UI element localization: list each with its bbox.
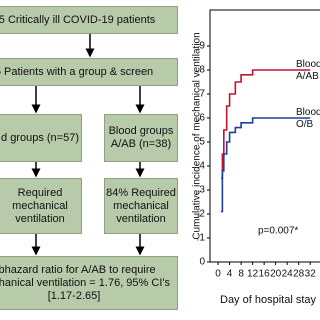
x-axis-label: Day of hospital stay: [220, 294, 316, 306]
plot-frame: [209, 9, 320, 263]
x-tick-label: 32: [305, 269, 317, 280]
y-tick-label: .5: [197, 137, 206, 148]
x-tick-label: 20: [270, 269, 282, 280]
legend-line: O/B: [296, 119, 314, 130]
y-tick-label: 0: [199, 257, 205, 268]
y-tick-label: .9: [197, 41, 206, 52]
x-tick-label: 12: [247, 269, 259, 280]
flow-box: Required mechanical ventilation: [0, 178, 82, 234]
y-tick-label: .6: [197, 113, 206, 124]
arrows: [31, 34, 145, 256]
y-tick-label: .1: [197, 233, 206, 244]
legend-label: Blood A/AB: [296, 59, 320, 82]
flow-box: 84% Required mechanical ventilation: [104, 178, 178, 234]
y-axis-label: Cumulative incidence of mechanical venti…: [192, 32, 203, 239]
step-line: [220, 117, 311, 213]
annotation: p=0.007*: [258, 226, 298, 237]
x-tick-label: 0: [215, 269, 221, 280]
legend-line: A/AB: [296, 71, 319, 82]
flow-box: Blood groups A/AB (n=38): [104, 114, 178, 162]
flow-box: d groups (n=57): [0, 114, 82, 162]
y-tick-label: .7: [197, 89, 206, 100]
x-tick-label: 4: [227, 269, 233, 280]
flow-box: ubhazard ratio for A/AB to require mecha…: [0, 256, 178, 310]
flow-box: 5 Patients with a group & screen: [0, 58, 178, 86]
flow-box: 25 Critically ill COVID-19 patients: [0, 6, 178, 34]
x-tick-label: 28: [293, 269, 305, 280]
legend-line: Blood: [296, 59, 320, 70]
x-tick-label: 24: [282, 269, 294, 280]
y-tick-label: .3: [197, 185, 206, 196]
x-tick-label: 16: [259, 269, 271, 280]
x-tick-label: 8: [238, 269, 244, 280]
y-tick-label: .4: [197, 161, 206, 172]
legend-label: Blood O/B: [296, 107, 320, 130]
y-tick-label: .8: [197, 65, 206, 76]
y-tick-label: .2: [197, 209, 206, 220]
legend-line: Blood: [296, 107, 320, 118]
